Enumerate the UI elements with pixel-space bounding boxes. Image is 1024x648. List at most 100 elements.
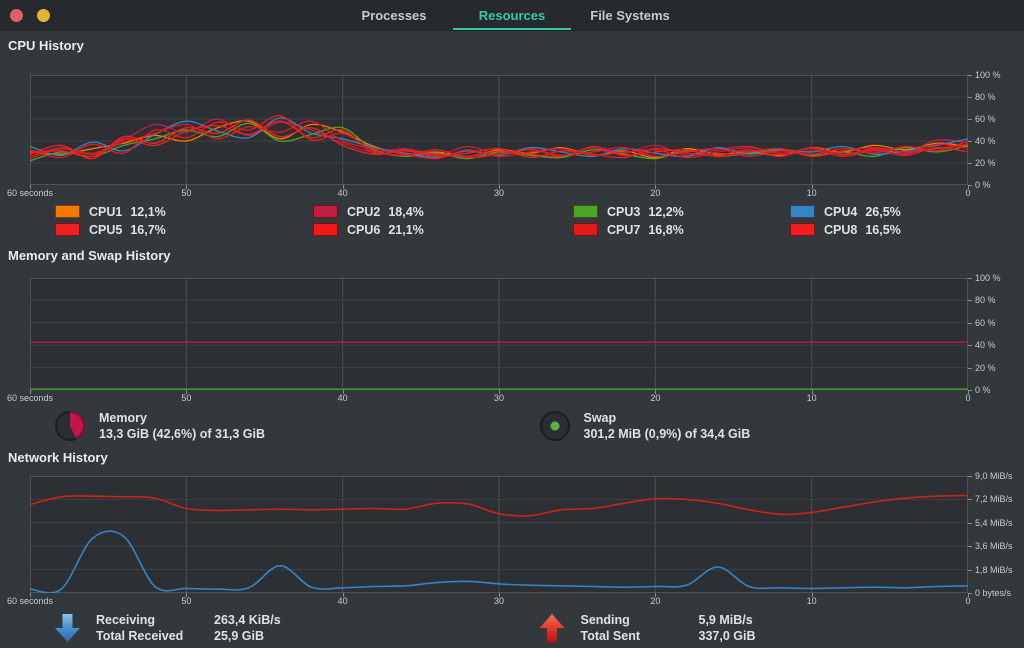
y-axis-label: 0 % <box>975 385 991 395</box>
tab-file-systems[interactable]: File Systems <box>571 0 689 30</box>
x-axis-label: 20 <box>650 596 661 606</box>
x-axis-label: 30 <box>493 393 505 403</box>
cpu-percent: 18,4% <box>388 204 424 219</box>
memory-history-chart <box>30 278 968 390</box>
legend-detail: 13,3 GiB (42,6%) of 31,3 GiB <box>99 427 266 441</box>
y-tick <box>968 300 972 302</box>
cpu-legend-item-cpu1: CPU1 12,1% <box>55 204 313 219</box>
cpu-series-cpu5 <box>30 120 968 159</box>
stat-label: Receiving <box>96 613 156 627</box>
y-axis-label: 0 bytes/s <box>975 588 1012 598</box>
sending-arrow-up-icon <box>539 614 565 642</box>
memory-x-axis: 60 seconds 50 40 30 20 10 0 <box>7 390 971 404</box>
x-axis-label: 30 <box>493 188 505 198</box>
y-axis-label: 5,4 MiB/s <box>975 517 1013 528</box>
memory-section: Memory and Swap History 10 0 % 80 % 60 % 40 … <box>0 248 1024 442</box>
network-stats: Receiving 263,4 KiB/s Total Received 25,9 G… <box>55 612 1024 644</box>
network-y-axis: 9,0 MiB/s 7,2 MiB/s 5,4 MiB/s 3,6 MiB/s 1,8 … <box>968 471 1024 598</box>
y-tick <box>968 522 972 524</box>
x-tick <box>186 390 188 394</box>
tab-resources[interactable]: Resources <box>453 0 571 30</box>
y-axis-label: 3,6 MiB/s <box>975 541 1013 552</box>
network-series-receiving <box>30 531 968 593</box>
x-axis-label: 50 <box>181 188 192 198</box>
memory-usage-pie-icon <box>55 411 85 441</box>
y-axis-label: 40 % <box>975 136 996 146</box>
close-button[interactable] <box>10 8 23 22</box>
x-axis-label: 40 <box>337 188 348 198</box>
x-axis-label: 60 seconds <box>6 596 54 606</box>
minimize-button[interactable] <box>37 8 50 22</box>
cpu-color-swatch <box>313 205 338 218</box>
x-tick <box>186 185 188 189</box>
x-tick <box>811 185 813 189</box>
y-tick <box>968 119 972 120</box>
x-tick <box>30 593 31 597</box>
tab-bar: Processes Resources File Systems <box>335 0 689 30</box>
stat-value: 25,9 GiB <box>214 629 265 643</box>
x-tick <box>30 185 31 189</box>
stat-value: 5,9 MiB/s <box>698 613 753 627</box>
y-axis-label: 80 % <box>975 295 996 306</box>
cpu-label: CPU7 <box>607 222 641 237</box>
x-axis-label: 0 <box>965 188 971 198</box>
cpu-y-axis: 100 % 80 % 60 % 40 % 20 % 0 % <box>968 70 1024 190</box>
y-axis-label: 9,0 MiB/s <box>975 471 1013 481</box>
stat-value: 337,0 GiB <box>698 629 756 643</box>
x-tick <box>811 390 813 394</box>
cpu-label: CPU4 <box>824 204 858 219</box>
y-axis-label: 40 % <box>975 340 996 351</box>
swap-legend-item: Swap 301,2 MiB (0,9%) of 34,4 GiB <box>539 410 1024 442</box>
x-axis-label: 30 <box>493 596 505 606</box>
x-axis-label: 20 <box>650 393 661 403</box>
cpu-percent: 26,5% <box>865 204 901 219</box>
x-axis-label: 10 <box>806 393 817 403</box>
x-tick <box>968 185 969 189</box>
y-axis-label: 0 % <box>975 180 991 190</box>
stat-label: Total Sent <box>580 629 641 643</box>
resources-view: CPU History 100 % 80 % 60 % 40 % 20 % 0 % 60 … <box>0 30 1024 644</box>
cpu-percent: 16,5% <box>865 222 901 237</box>
y-tick <box>968 278 972 279</box>
cpu-percent: 16,7% <box>130 222 166 237</box>
y-tick <box>968 97 972 98</box>
cpu-percent: 12,2% <box>648 204 684 219</box>
y-tick <box>968 390 972 391</box>
x-axis-label: 50 <box>181 596 192 606</box>
x-tick <box>968 390 969 394</box>
receiving-arrow-down-icon <box>55 614 80 642</box>
cpu-legend-item-cpu7: CPU7 16,8% <box>573 222 790 237</box>
x-tick <box>655 593 657 597</box>
x-tick <box>186 593 188 597</box>
x-axis-label: 40 <box>337 596 348 606</box>
y-axis-label: 20 % <box>975 158 996 168</box>
x-axis-label: 10 <box>806 188 817 198</box>
memory-history-title: Memory and Swap History <box>8 248 171 263</box>
tab-processes[interactable]: Processes <box>335 0 453 30</box>
x-axis-label: 0 <box>965 596 971 606</box>
cpu-series-cpu3 <box>30 123 968 160</box>
x-tick <box>342 185 344 189</box>
cpu-series-cpu8 <box>30 121 968 157</box>
memory-y-axis: 100 % 80 % 60 % 40 % 20 % 0 % <box>968 273 1024 395</box>
cpu-legend-item-cpu8: CPU8 16,5% <box>790 222 1024 237</box>
cpu-color-swatch <box>790 205 815 218</box>
y-tick <box>968 476 972 477</box>
legend-label: Memory <box>99 411 147 425</box>
x-tick <box>342 390 344 394</box>
x-axis-label: 60 seconds <box>6 188 54 198</box>
stat-value: 263,4 KiB/s <box>214 613 281 627</box>
x-axis-label: 0 <box>965 393 971 403</box>
y-axis-label: 1,8 MiB/s <box>975 564 1013 575</box>
cpu-color-swatch <box>573 205 598 218</box>
y-axis-label: 60 % <box>975 114 996 124</box>
y-tick <box>968 569 972 571</box>
y-axis-label: 60 % <box>975 317 996 328</box>
x-axis-label: 60 seconds <box>6 393 54 403</box>
x-tick <box>499 390 500 394</box>
y-tick <box>968 367 972 369</box>
x-tick <box>342 593 344 597</box>
cpu-legend: CPU1 12,1% CPU2 18,4% CPU3 12,2% CPU4 26,5% CPU5… <box>55 204 1024 237</box>
cpu-label: CPU1 <box>89 204 123 219</box>
y-tick <box>968 185 972 186</box>
